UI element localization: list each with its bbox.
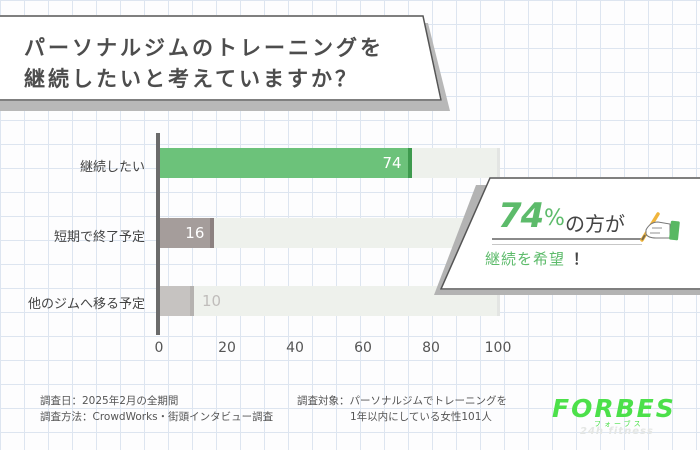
callout-number: 74 [498, 196, 544, 236]
callout-suffix: の方が [565, 212, 625, 236]
callout-exclamation: ！ [573, 250, 589, 268]
callout-subtext: 継続を希望 [485, 250, 566, 268]
x-tick-40: 40 [286, 340, 304, 356]
category-label-other-gym: 他のジムへ移る予定 [27, 297, 145, 312]
x-tick-100: 100 [484, 340, 512, 356]
callout-percent: % [544, 206, 565, 231]
category-label-short-term: 短期で終了予定 [53, 230, 145, 245]
survey-method: 調査方法：CrowdWorks・街頭インタビュー調査 [40, 411, 274, 423]
logo-main-text: FORBES [552, 394, 676, 423]
brand-logo: FORBES フォーブス 24h fitness [552, 394, 692, 438]
title-banner: パーソナルジムのトレーニングを 継続したいと考えていますか？ [0, 15, 450, 111]
callout-box [434, 177, 700, 295]
survey-target-line-2: 1年以内にしている女性101人 [350, 411, 492, 423]
survey-date: 調査日：2025年2月の全期間 [40, 395, 179, 407]
bar-other-gym: 10 [160, 286, 221, 316]
x-tick-0: 0 [154, 340, 164, 356]
survey-target-line-1: 調査対象：パーソナルジムでトレーニングを [297, 395, 507, 407]
bar-value-short-term: 16 [185, 224, 205, 242]
bar-continue: 74 [160, 148, 412, 178]
title-line-1: パーソナルジムのトレーニングを [24, 36, 384, 60]
hand-pencil-icon [640, 212, 680, 242]
callout-underline [492, 238, 642, 245]
chart-title: パーソナルジムのトレーニングを 継続したいと考えていますか？ [24, 33, 384, 95]
logo-sub-text: 24h fitness [580, 426, 654, 437]
x-tick-60: 60 [354, 340, 372, 356]
bar-short-term: 16 [160, 218, 215, 248]
x-tick-20: 20 [218, 340, 236, 356]
bar-cap [190, 286, 194, 316]
bar-value-continue: 74 [382, 154, 402, 172]
bar-value-other-gym: 10 [202, 292, 222, 310]
title-line-2: 継続したいと考えていますか？ [24, 67, 359, 91]
bar-cap [210, 218, 215, 248]
callout-border [440, 177, 700, 290]
x-tick-80: 80 [422, 340, 440, 356]
y-axis-line [156, 133, 160, 335]
bar-cap [407, 148, 412, 178]
logo-kana-text: フォーブス [594, 420, 644, 428]
category-label-continue: 継続したい [79, 160, 145, 175]
